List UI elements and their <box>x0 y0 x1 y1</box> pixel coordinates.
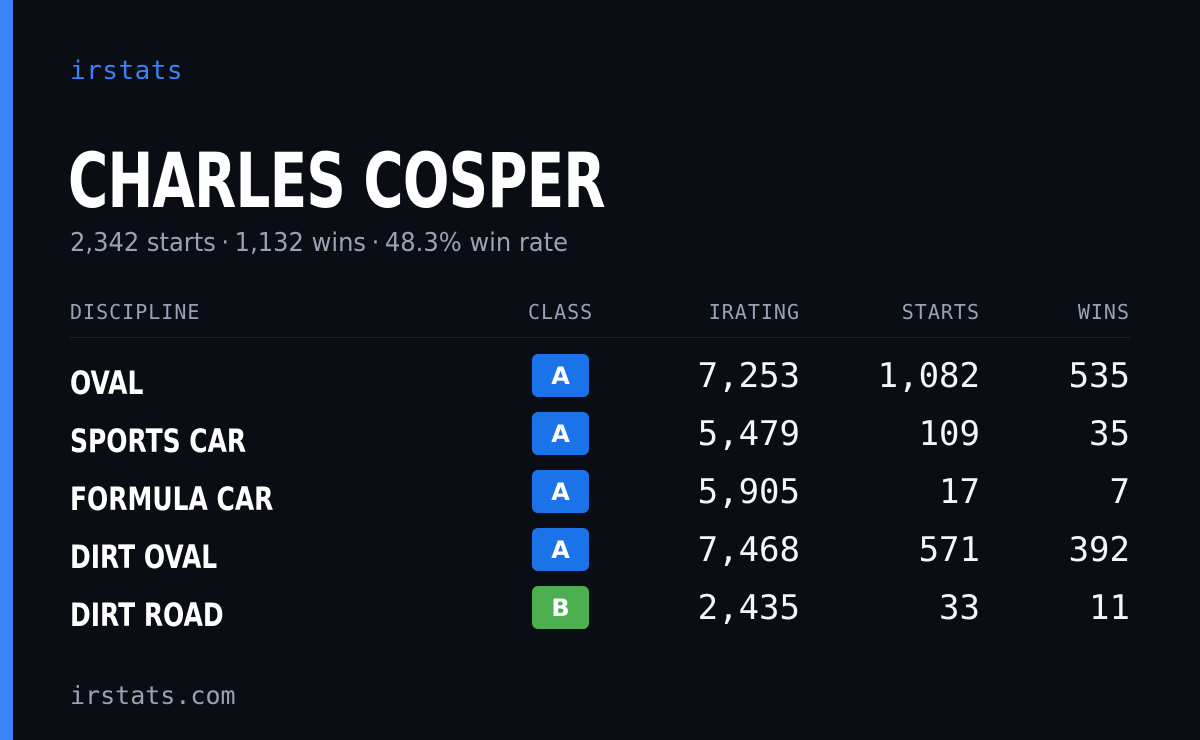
column-header-discipline: DISCIPLINE <box>70 300 201 324</box>
table-body: OVAL A 7,253 1,082 535 SPORTS CAR A 5,47… <box>70 338 1130 644</box>
discipline-name: FORMULA CAR <box>70 480 274 518</box>
class-badge: A <box>532 412 589 455</box>
separator: · <box>221 228 230 258</box>
starts-value: 33 <box>939 588 980 628</box>
class-badge: A <box>532 470 589 513</box>
irating-value: 2,435 <box>697 588 800 628</box>
win-rate-summary: 48.3% win rate <box>384 228 568 258</box>
footer-link[interactable]: irstats.com <box>70 681 236 710</box>
table-header: DISCIPLINE CLASS IRATING STARTS WINS <box>70 298 1130 338</box>
table-row: FORMULA CAR A 5,905 17 7 <box>70 470 1130 528</box>
irating-value: 5,479 <box>697 414 800 454</box>
wins-summary: 1,132 wins <box>234 228 367 258</box>
driver-name: CHARLES COSPER <box>68 136 606 225</box>
irating-value: 5,905 <box>697 472 800 512</box>
class-badge: A <box>532 528 589 571</box>
separator: · <box>371 228 380 258</box>
starts-value: 17 <box>939 472 980 512</box>
driver-summary: 2,342 starts · 1,132 wins · 48.3% win rate <box>70 228 568 258</box>
discipline-name: SPORTS CAR <box>70 422 247 460</box>
column-header-class: CLASS <box>528 300 594 324</box>
table-row: DIRT OVAL A 7,468 571 392 <box>70 528 1130 586</box>
wins-value: 7 <box>1109 472 1130 512</box>
discipline-table: DISCIPLINE CLASS IRATING STARTS WINS OVA… <box>70 298 1130 644</box>
wins-value: 392 <box>1068 530 1130 570</box>
table-row: DIRT ROAD B 2,435 33 11 <box>70 586 1130 644</box>
column-header-starts: STARTS <box>901 300 980 324</box>
brand-logo: irstats <box>70 56 184 86</box>
class-badge: A <box>532 354 589 397</box>
discipline-name: DIRT ROAD <box>70 596 224 634</box>
discipline-name: DIRT OVAL <box>70 538 218 576</box>
column-header-wins: WINS <box>1077 300 1130 324</box>
column-header-irating: IRATING <box>708 300 800 324</box>
table-row: OVAL A 7,253 1,082 535 <box>70 354 1130 412</box>
starts-value: 1,082 <box>877 356 980 396</box>
table-row: SPORTS CAR A 5,479 109 35 <box>70 412 1130 470</box>
accent-bar <box>0 0 13 740</box>
class-badge: B <box>532 586 589 629</box>
wins-value: 11 <box>1089 588 1130 628</box>
irating-value: 7,253 <box>697 356 800 396</box>
wins-value: 535 <box>1068 356 1130 396</box>
irating-value: 7,468 <box>697 530 800 570</box>
starts-value: 571 <box>918 530 980 570</box>
starts-value: 109 <box>918 414 980 454</box>
starts-summary: 2,342 starts <box>70 228 216 258</box>
discipline-name: OVAL <box>70 364 144 402</box>
wins-value: 35 <box>1089 414 1130 454</box>
